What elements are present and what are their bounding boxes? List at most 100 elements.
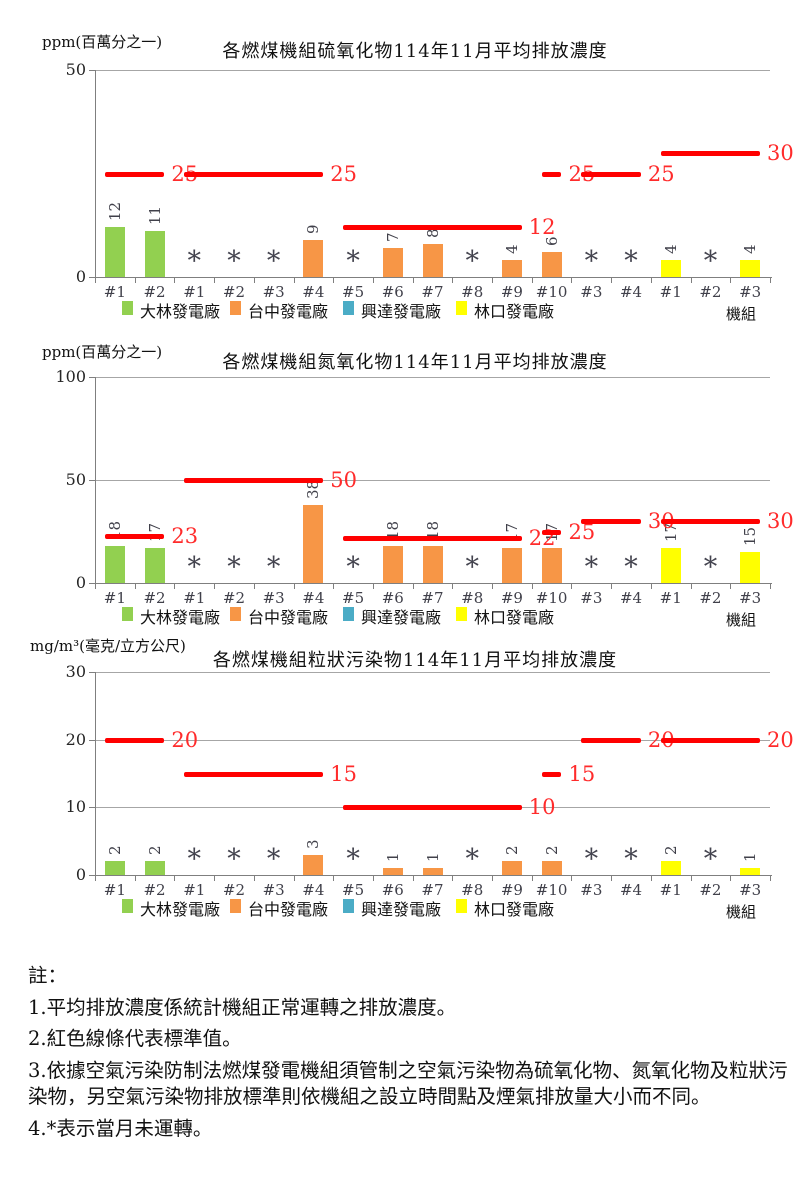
bar	[104, 227, 125, 277]
chart-title-nox: 各燃煤機組氮氧化物114年11月平均排放濃度	[222, 352, 608, 373]
standard-line	[184, 771, 324, 777]
category-label: #2	[699, 589, 722, 607]
x-axis-tick	[571, 277, 573, 283]
x-axis-tick	[452, 583, 454, 589]
x-axis-tick	[531, 875, 533, 881]
bar	[382, 868, 403, 875]
legend-label: 大林發電廠	[140, 608, 221, 627]
x-axis-tick	[333, 583, 335, 589]
bar	[660, 260, 681, 277]
not-operating-marker: *	[624, 844, 638, 875]
category-label: #4	[619, 283, 643, 301]
x-axis-title: 機組	[726, 903, 757, 921]
x-axis-tick	[412, 875, 414, 881]
standard-line-label: 30	[767, 509, 794, 534]
bar-value-label: 12	[105, 202, 124, 222]
legend-swatch	[456, 607, 467, 621]
x-axis-tick	[253, 583, 255, 589]
not-operating-marker: *	[187, 246, 202, 277]
x-axis-title: 機組	[726, 305, 757, 323]
x-axis-tick	[174, 277, 176, 283]
category-label: #2	[222, 881, 246, 899]
category-label: #9	[500, 283, 523, 301]
standard-line-label: 15	[568, 761, 596, 786]
category-label: #7	[421, 881, 444, 899]
x-axis-tick	[571, 583, 573, 589]
x-axis-tick	[95, 277, 96, 283]
bar-value-label: 4	[502, 244, 521, 255]
category-label: #1	[183, 283, 206, 301]
category-label: #4	[619, 881, 643, 899]
category-label: #3	[580, 881, 603, 899]
category-label: #1	[659, 283, 682, 301]
category-label: #1	[183, 881, 206, 899]
standard-line	[581, 171, 641, 177]
x-axis-tick	[730, 583, 732, 589]
bar	[104, 861, 125, 875]
legend-swatch	[122, 607, 133, 621]
legend-swatch	[343, 301, 354, 315]
y-axis-unit-pm: mg/m³(毫克/立方公尺)	[30, 637, 186, 655]
category-label: #3	[580, 283, 603, 301]
category-label: #8	[461, 881, 484, 899]
note-1: 1.平均排放濃度係統計機組正常運轉之排放濃度。	[28, 995, 457, 1019]
category-label: #10	[535, 283, 568, 301]
gridline	[95, 480, 770, 481]
standard-line-label: 15	[330, 761, 357, 786]
bar	[541, 861, 562, 875]
not-operating-marker: *	[346, 246, 360, 277]
x-axis-tick	[412, 583, 414, 589]
gridline	[95, 70, 770, 71]
y-tick-label: 0	[75, 267, 86, 286]
chart-title-pm: 各燃煤機組粒狀污染物114年11月平均排放濃度	[212, 650, 618, 671]
category-label: #6	[381, 589, 404, 607]
y-axis-unit-sox: ppm(百萬分之一)	[42, 33, 163, 51]
x-axis-tick	[293, 583, 295, 589]
bar	[144, 547, 165, 583]
standard-line	[660, 519, 760, 525]
not-operating-marker: *	[465, 246, 479, 277]
x-axis-tick	[372, 583, 374, 589]
gridline	[95, 377, 770, 378]
notes-block: 註： 1.平均排放濃度係統計機組正常運轉之排放濃度。 2.紅色線條代表標準值。 …	[28, 963, 790, 1147]
legend-swatch	[230, 899, 241, 913]
x-axis-tick	[531, 583, 533, 589]
standard-line	[184, 171, 324, 177]
bar	[382, 545, 403, 583]
category-label: #2	[143, 881, 166, 899]
x-axis-tick	[333, 277, 335, 283]
standard-line-label: 20	[171, 727, 199, 752]
not-operating-marker: *	[703, 246, 718, 277]
x-axis-tick	[293, 875, 295, 881]
category-label: #3	[739, 283, 762, 301]
category-label: #1	[183, 589, 206, 607]
gridline	[95, 672, 770, 673]
bar-value-label: 3	[304, 839, 323, 849]
bar-value-label: 11	[145, 206, 164, 226]
legend-label: 台中發電廠	[248, 900, 329, 919]
x-axis-tick	[770, 583, 771, 589]
gridline	[95, 739, 770, 741]
standard-line	[343, 535, 522, 541]
not-operating-marker: *	[346, 552, 360, 583]
x-axis-tick	[690, 875, 692, 881]
standard-line-label: 25	[647, 161, 675, 186]
bar	[382, 248, 403, 277]
x-axis-tick	[253, 277, 255, 283]
x-axis-tick	[95, 583, 96, 589]
standard-line	[105, 737, 165, 743]
x-axis-tick	[174, 583, 176, 589]
x-axis-tick	[650, 875, 652, 881]
legend-swatch	[230, 301, 241, 315]
bar	[660, 547, 681, 583]
category-label: #6	[381, 283, 404, 301]
bar	[501, 861, 522, 875]
x-axis-tick	[770, 277, 771, 283]
category-label: #4	[302, 283, 325, 301]
legend-swatch	[456, 899, 467, 913]
not-operating-marker: *	[187, 552, 202, 583]
x-axis-tick	[452, 875, 454, 881]
bar-value-label: 1	[423, 852, 442, 863]
not-operating-marker: *	[465, 844, 479, 875]
